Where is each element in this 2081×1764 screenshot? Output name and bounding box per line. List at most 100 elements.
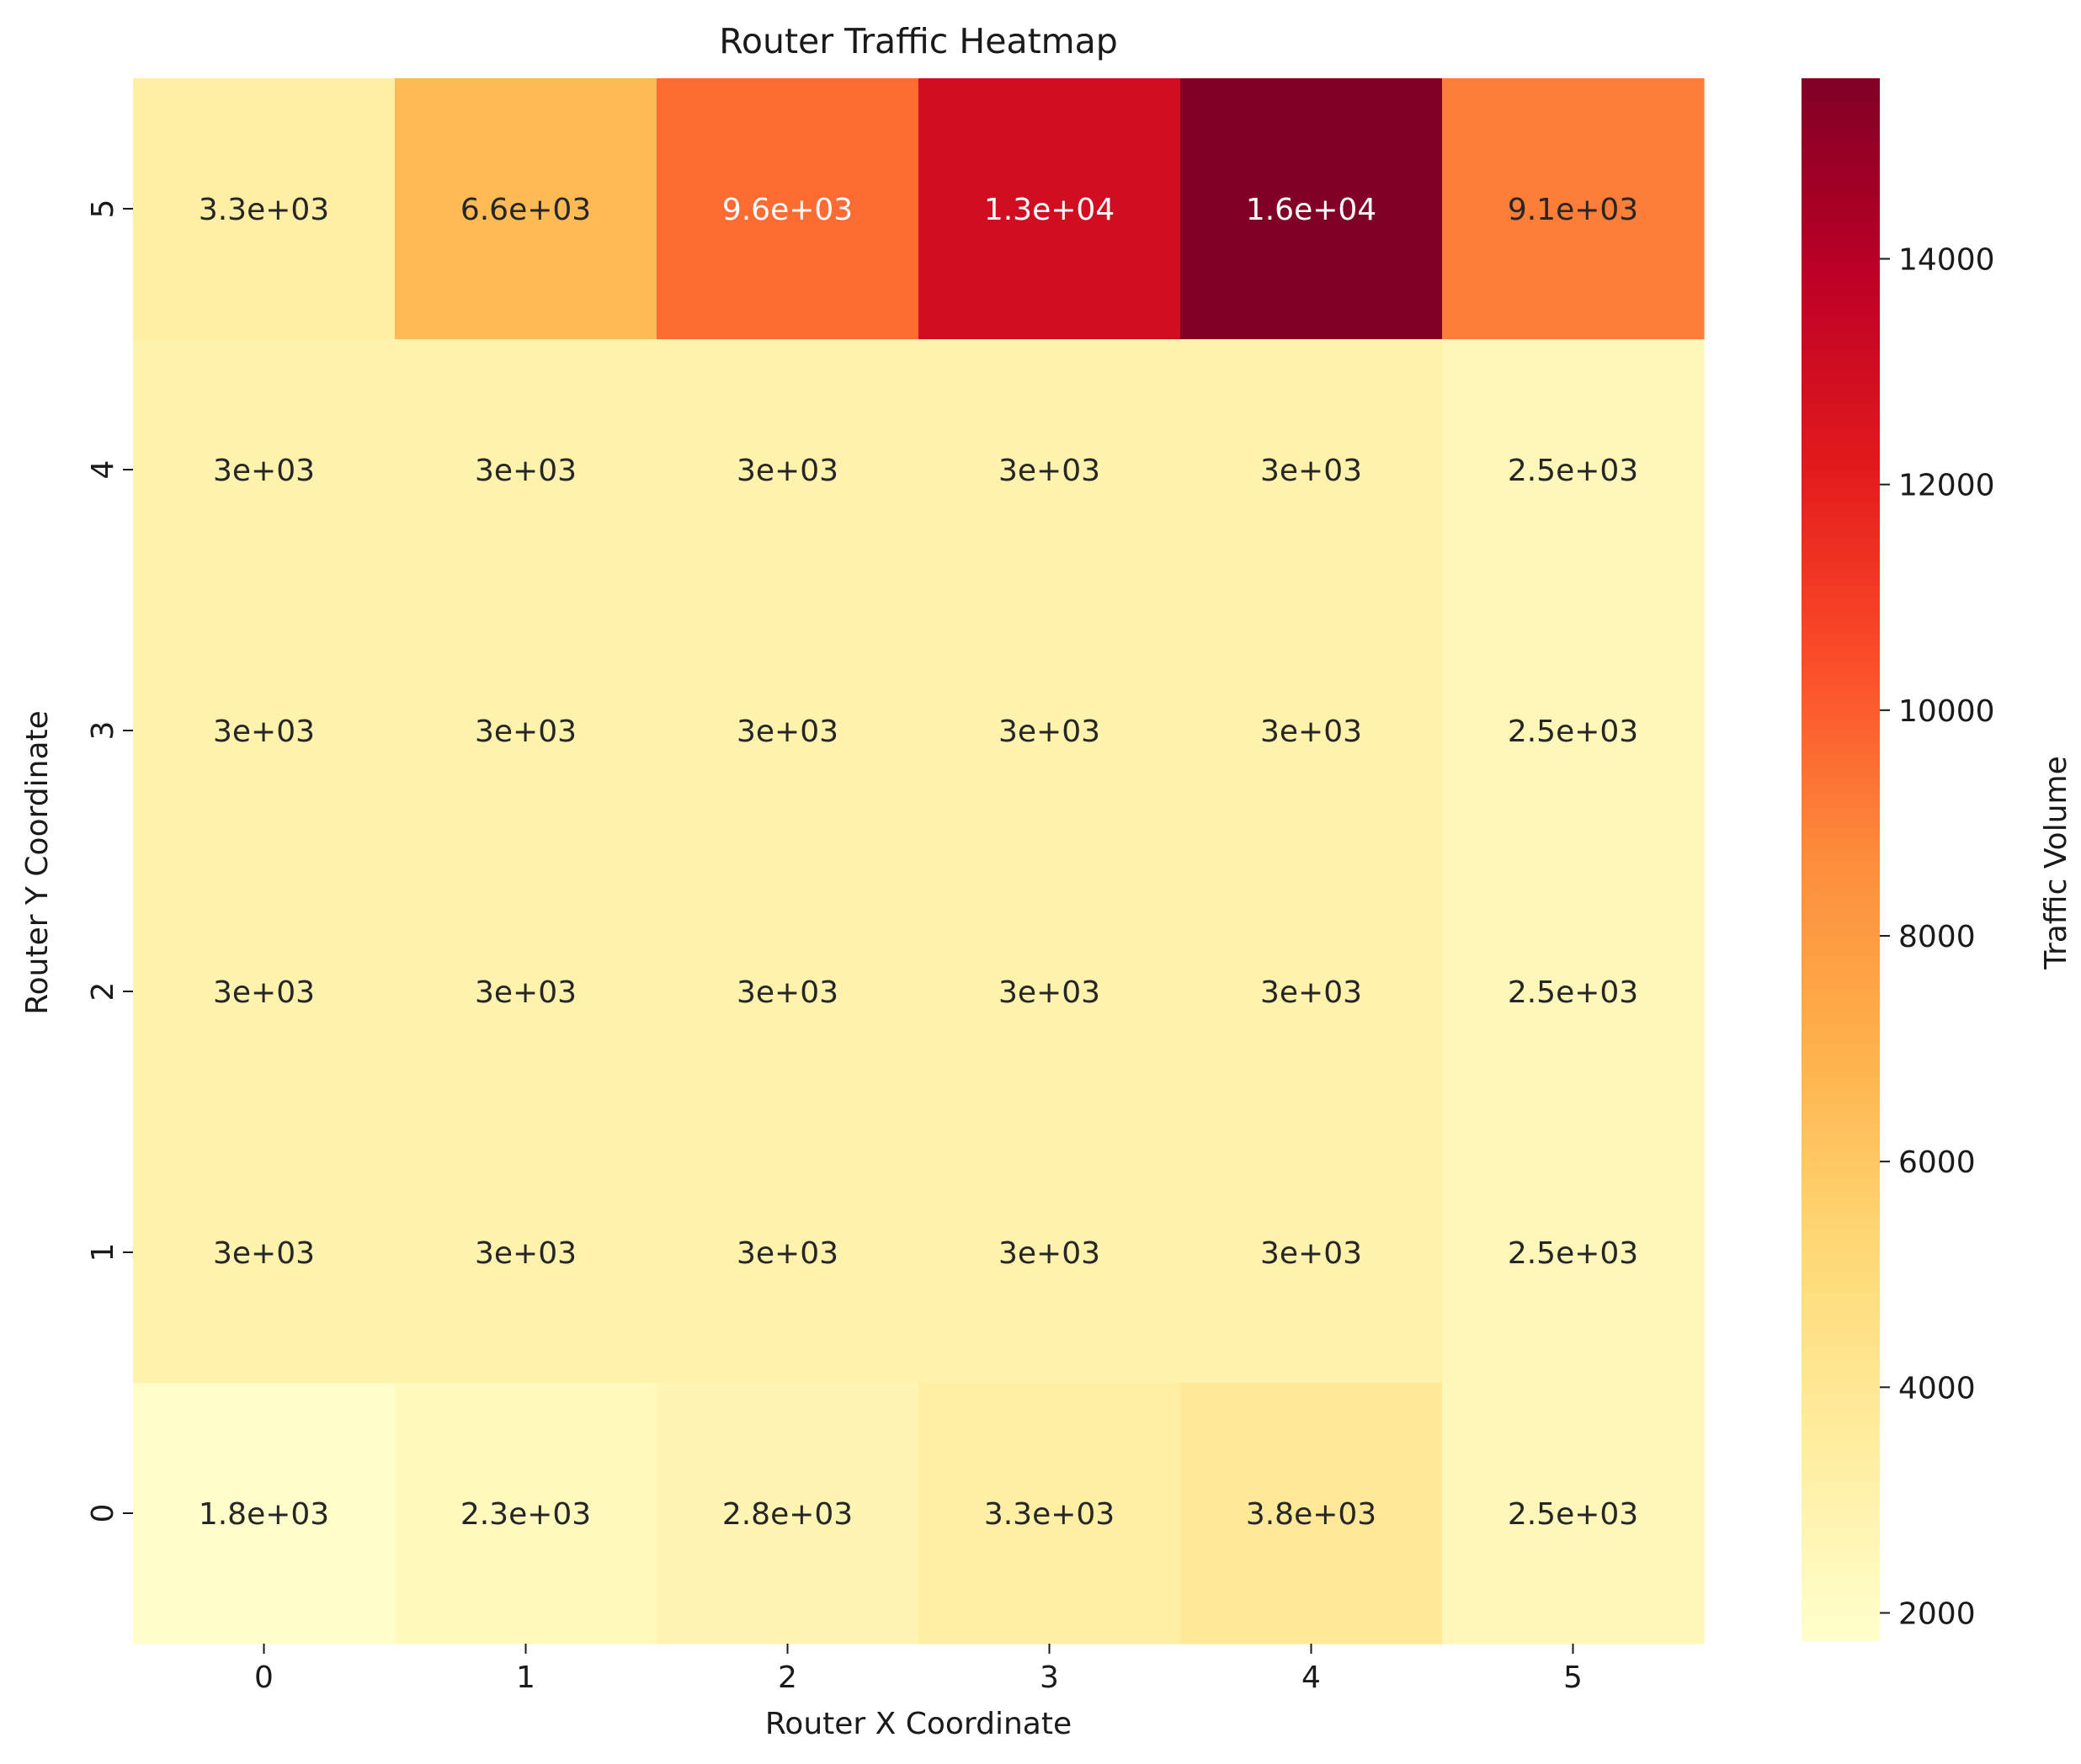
cell-annotation: 2.5e+03	[1508, 1497, 1638, 1532]
heatmap-cell	[395, 600, 657, 862]
heatmap-cell	[133, 78, 396, 340]
cell-annotation: 3e+03	[1260, 975, 1362, 1010]
heatmap-cells: 3.3e+03 6.6e+03 9.6e+03 1.3e+04 1.6e+04 9.1e+…	[133, 78, 1705, 1644]
heatmap-cell	[133, 861, 396, 1123]
heatmap-cell	[657, 1383, 919, 1644]
x-tick-label: 0	[254, 1660, 274, 1695]
y-axis: 5 4 3 2 1 0	[86, 199, 133, 1523]
cell-annotation: 3.8e+03	[1246, 1497, 1376, 1532]
colorbar-tick-label: 12000	[1898, 469, 1995, 503]
y-tick-label: 2	[86, 982, 120, 1002]
x-tick-label: 3	[1040, 1660, 1059, 1695]
heatmap-cell	[1180, 600, 1443, 862]
heatmap-cell	[1180, 1383, 1443, 1644]
cell-annotation: 3e+03	[737, 454, 838, 488]
x-tick-label: 5	[1563, 1660, 1583, 1695]
heatmap-cell	[133, 600, 396, 862]
heatmap-cell	[657, 339, 919, 601]
colorbar-label: Traffic Volume	[2039, 756, 2073, 970]
colorbar-tick-label: 2000	[1898, 1597, 1976, 1631]
heatmap-cell	[133, 1122, 396, 1384]
cell-annotation: 3e+03	[998, 715, 1100, 749]
cell-annotation: 3e+03	[475, 715, 577, 749]
heatmap-cell	[1180, 339, 1443, 601]
heatmap-cell	[657, 600, 919, 862]
cell-annotation: 3e+03	[213, 1236, 315, 1271]
cell-annotation: 3.3e+03	[984, 1497, 1115, 1532]
colorbar: 2000 4000 6000 8000 10000 12000 14000	[1802, 78, 1995, 1641]
heatmap-cell	[395, 78, 657, 340]
cell-annotation: 2.8e+03	[722, 1497, 853, 1532]
cell-annotation: 3.3e+03	[199, 193, 329, 227]
cell-annotation: 1.8e+03	[199, 1497, 329, 1532]
heatmap-cell	[133, 339, 396, 601]
heatmap-cell	[918, 1383, 1181, 1644]
colorbar-tick-label: 14000	[1898, 243, 1995, 278]
cell-annotation: 1.3e+04	[984, 193, 1115, 227]
cell-annotation: 1.6e+04	[1246, 193, 1376, 227]
cell-annotation: 3e+03	[998, 1236, 1100, 1271]
cell-annotation: 3e+03	[475, 454, 577, 488]
chart-title: Router Traffic Heatmap	[719, 21, 1117, 61]
cell-annotation: 3e+03	[475, 975, 577, 1010]
heatmap-cell	[1442, 1122, 1705, 1384]
cell-annotation: 3e+03	[475, 1236, 577, 1271]
y-tick-label: 1	[86, 1243, 120, 1262]
cell-annotation: 6.6e+03	[460, 193, 591, 227]
cell-annotation: 3e+03	[737, 975, 838, 1010]
y-axis-label: Router Y Coordinate	[20, 710, 55, 1015]
cell-annotation: 2.3e+03	[460, 1497, 591, 1532]
heatmap-cell	[918, 861, 1181, 1123]
y-tick-label: 5	[86, 199, 120, 219]
cell-annotation: 3e+03	[1260, 715, 1362, 749]
cell-annotation: 2.5e+03	[1508, 454, 1638, 488]
heatmap-cell	[657, 861, 919, 1123]
y-tick-label: 0	[86, 1504, 120, 1523]
heatmap-cell	[657, 1122, 919, 1384]
colorbar-tick-label: 4000	[1898, 1371, 1976, 1405]
colorbar-gradient	[1802, 78, 1880, 1641]
x-tick-label: 1	[516, 1660, 535, 1695]
cell-annotation: 9.1e+03	[1508, 193, 1638, 227]
heatmap-cell	[1442, 1383, 1705, 1644]
heatmap-cell	[918, 339, 1181, 601]
cell-annotation: 3e+03	[1260, 454, 1362, 488]
cell-annotation: 3e+03	[213, 454, 315, 488]
cell-annotation: 3e+03	[213, 715, 315, 749]
heatmap-cell	[1442, 861, 1705, 1123]
heatmap-cell	[133, 1383, 396, 1644]
heatmap-cell	[1442, 600, 1705, 862]
x-tick-label: 4	[1301, 1660, 1321, 1695]
cell-annotation: 3e+03	[737, 1236, 838, 1271]
heatmap-cell	[918, 600, 1181, 862]
cell-annotation: 2.5e+03	[1508, 975, 1638, 1010]
heatmap-cell	[1442, 339, 1705, 601]
y-tick-label: 3	[86, 721, 120, 741]
heatmap-cell	[657, 78, 919, 340]
cell-annotation: 3e+03	[213, 975, 315, 1010]
cell-annotation: 3e+03	[737, 715, 838, 749]
heatmap-cell	[918, 78, 1181, 340]
cell-annotation: 9.6e+03	[722, 193, 853, 227]
heatmap-cell	[1180, 78, 1443, 340]
heatmap-cell	[395, 861, 657, 1123]
cell-annotation: 3e+03	[998, 975, 1100, 1010]
heatmap-cell	[918, 1122, 1181, 1384]
heatmap-cell	[1180, 861, 1443, 1123]
x-tick-label: 2	[778, 1660, 797, 1695]
y-tick-label: 4	[86, 460, 120, 480]
cell-annotation: 2.5e+03	[1508, 1236, 1638, 1271]
x-axis: 0 1 2 3 4 5	[254, 1644, 1583, 1695]
heatmap-cell	[395, 339, 657, 601]
colorbar-tick-label: 10000	[1898, 694, 1995, 729]
cell-annotation: 2.5e+03	[1508, 715, 1638, 749]
heatmap-cell	[395, 1122, 657, 1384]
cell-annotation: 3e+03	[998, 454, 1100, 488]
heatmap-cell	[395, 1383, 657, 1644]
heatmap-cell	[1180, 1122, 1443, 1384]
x-axis-label: Router X Coordinate	[765, 1707, 1072, 1741]
colorbar-tick-label: 6000	[1898, 1145, 1976, 1180]
cell-annotation: 3e+03	[1260, 1236, 1362, 1271]
colorbar-tick-label: 8000	[1898, 920, 1976, 954]
